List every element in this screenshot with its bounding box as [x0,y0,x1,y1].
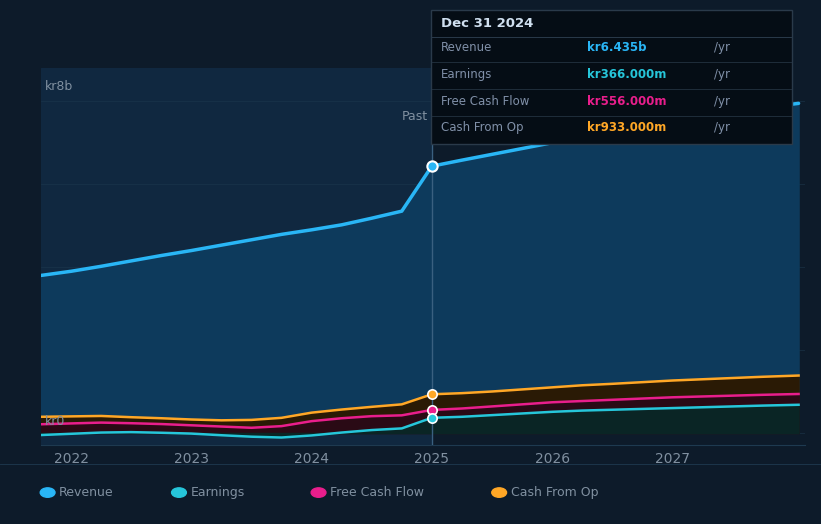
Bar [41,68,432,445]
Text: Revenue: Revenue [441,41,493,54]
Text: Analysts Forecasts: Analysts Forecasts [435,110,552,123]
Text: Cash From Op: Cash From Op [511,486,599,499]
Text: Dec 31 2024: Dec 31 2024 [441,17,534,30]
Text: /yr: /yr [714,95,730,107]
Text: kr366.000m: kr366.000m [587,68,667,81]
Text: Free Cash Flow: Free Cash Flow [441,95,530,107]
Text: /yr: /yr [714,122,730,135]
Text: Past: Past [402,110,429,123]
Text: /yr: /yr [714,68,730,81]
Text: kr0: kr0 [44,415,65,428]
Text: Earnings: Earnings [190,486,245,499]
Text: kr933.000m: kr933.000m [587,122,667,135]
Text: /yr: /yr [714,41,730,54]
Bar [432,68,805,445]
Text: Earnings: Earnings [441,68,493,81]
Point [425,413,438,422]
Point [425,390,438,398]
Text: kr6.435b: kr6.435b [587,41,646,54]
Text: Cash From Op: Cash From Op [441,122,523,135]
Point [425,406,438,414]
Text: kr556.000m: kr556.000m [587,95,667,107]
Text: Free Cash Flow: Free Cash Flow [330,486,424,499]
Text: kr8b: kr8b [44,80,73,93]
Text: Revenue: Revenue [59,486,114,499]
Point [425,162,438,170]
